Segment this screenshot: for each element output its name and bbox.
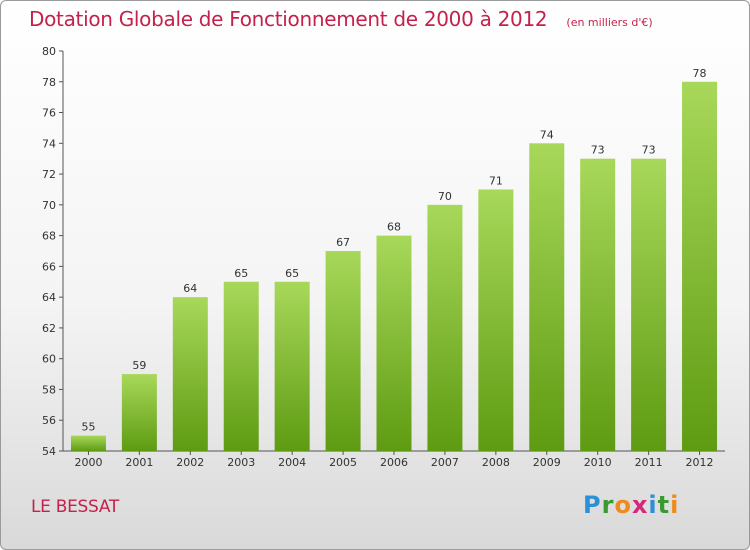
value-label-2003: 65 [234,267,248,280]
logo-letter: o [614,491,632,519]
bar-2006 [376,235,412,451]
y-tick-label: 78 [42,76,56,89]
bar-2002 [172,297,208,451]
y-tick-label: 66 [42,260,56,273]
y-tick-label: 80 [42,45,56,58]
bar-2009 [529,143,565,452]
y-tick-label: 64 [42,291,56,304]
value-label-2007: 70 [438,190,452,203]
x-tick-label-2004: 2004 [278,456,306,469]
chart-labels: 55 59 64 65 65 67 68 70 71 74 73 73 78 [81,67,706,434]
logo-letter: t [657,491,671,519]
value-label-2004: 65 [285,267,299,280]
y-tick-label: 72 [42,168,56,181]
y-tick-label: 68 [42,230,56,243]
bar-2005 [325,251,361,451]
bar-2000 [70,435,106,451]
x-tick-label-2006: 2006 [380,456,408,469]
x-tick-label-2010: 2010 [584,456,612,469]
chart-title: Dotation Globale de Fonctionnement de 20… [29,7,653,31]
value-label-2008: 71 [489,174,503,187]
bar-2011 [631,158,667,451]
chart-title-main: Dotation Globale de Fonctionnement de 20… [29,7,548,31]
bar-2012 [682,81,718,452]
y-tick-label: 62 [42,322,56,335]
chart-axes: 54 56 58 60 62 64 66 68 70 72 74 76 78 80 2000 2001 2002… [42,45,725,469]
x-tick-label-2007: 2007 [431,456,459,469]
y-tick-label: 58 [42,383,56,396]
y-tick-label: 70 [42,199,56,212]
y-tick-label: 56 [42,414,56,427]
bar-2001 [121,374,157,451]
proxiti-logo: Proxiti [583,491,679,519]
value-label-2010: 73 [591,144,605,157]
value-label-2002: 64 [183,282,197,295]
x-tick-label-2005: 2005 [329,456,357,469]
y-tick-label: 74 [42,137,56,150]
x-tick-label-2008: 2008 [482,456,510,469]
value-label-2005: 67 [336,236,350,249]
bar-2007 [427,204,463,451]
bar-2010 [580,158,616,451]
x-tick-label-2003: 2003 [227,456,255,469]
value-label-2011: 73 [642,144,656,157]
x-tick-label-2001: 2001 [125,456,153,469]
y-tick-label: 54 [42,445,56,458]
bar-2008 [478,189,514,451]
x-tick-label-2011: 2011 [635,456,663,469]
y-tick-label: 60 [42,353,56,366]
x-tick-label-2002: 2002 [176,456,204,469]
bar-2003 [223,281,259,451]
y-tick-label: 76 [42,107,56,120]
x-tick-label-2012: 2012 [686,456,714,469]
commune-name: LE BESSAT [31,497,119,517]
logo-letter: P [583,491,602,519]
value-label-2001: 59 [132,359,146,372]
value-label-2006: 68 [387,221,401,234]
logo-letter: r [601,491,615,519]
x-tick-label-2009: 2009 [533,456,561,469]
chart-title-unit: (en milliers d'€) [566,16,653,29]
bar-2004 [274,281,310,451]
value-label-2009: 74 [540,128,554,141]
value-label-2000: 55 [81,421,95,434]
logo-letter: i [648,491,658,519]
x-tick-label-2000: 2000 [74,456,102,469]
logo-letter: i [670,491,680,519]
logo-letter: x [631,491,649,519]
value-label-2012: 78 [693,67,707,80]
chart-bars [70,81,718,452]
